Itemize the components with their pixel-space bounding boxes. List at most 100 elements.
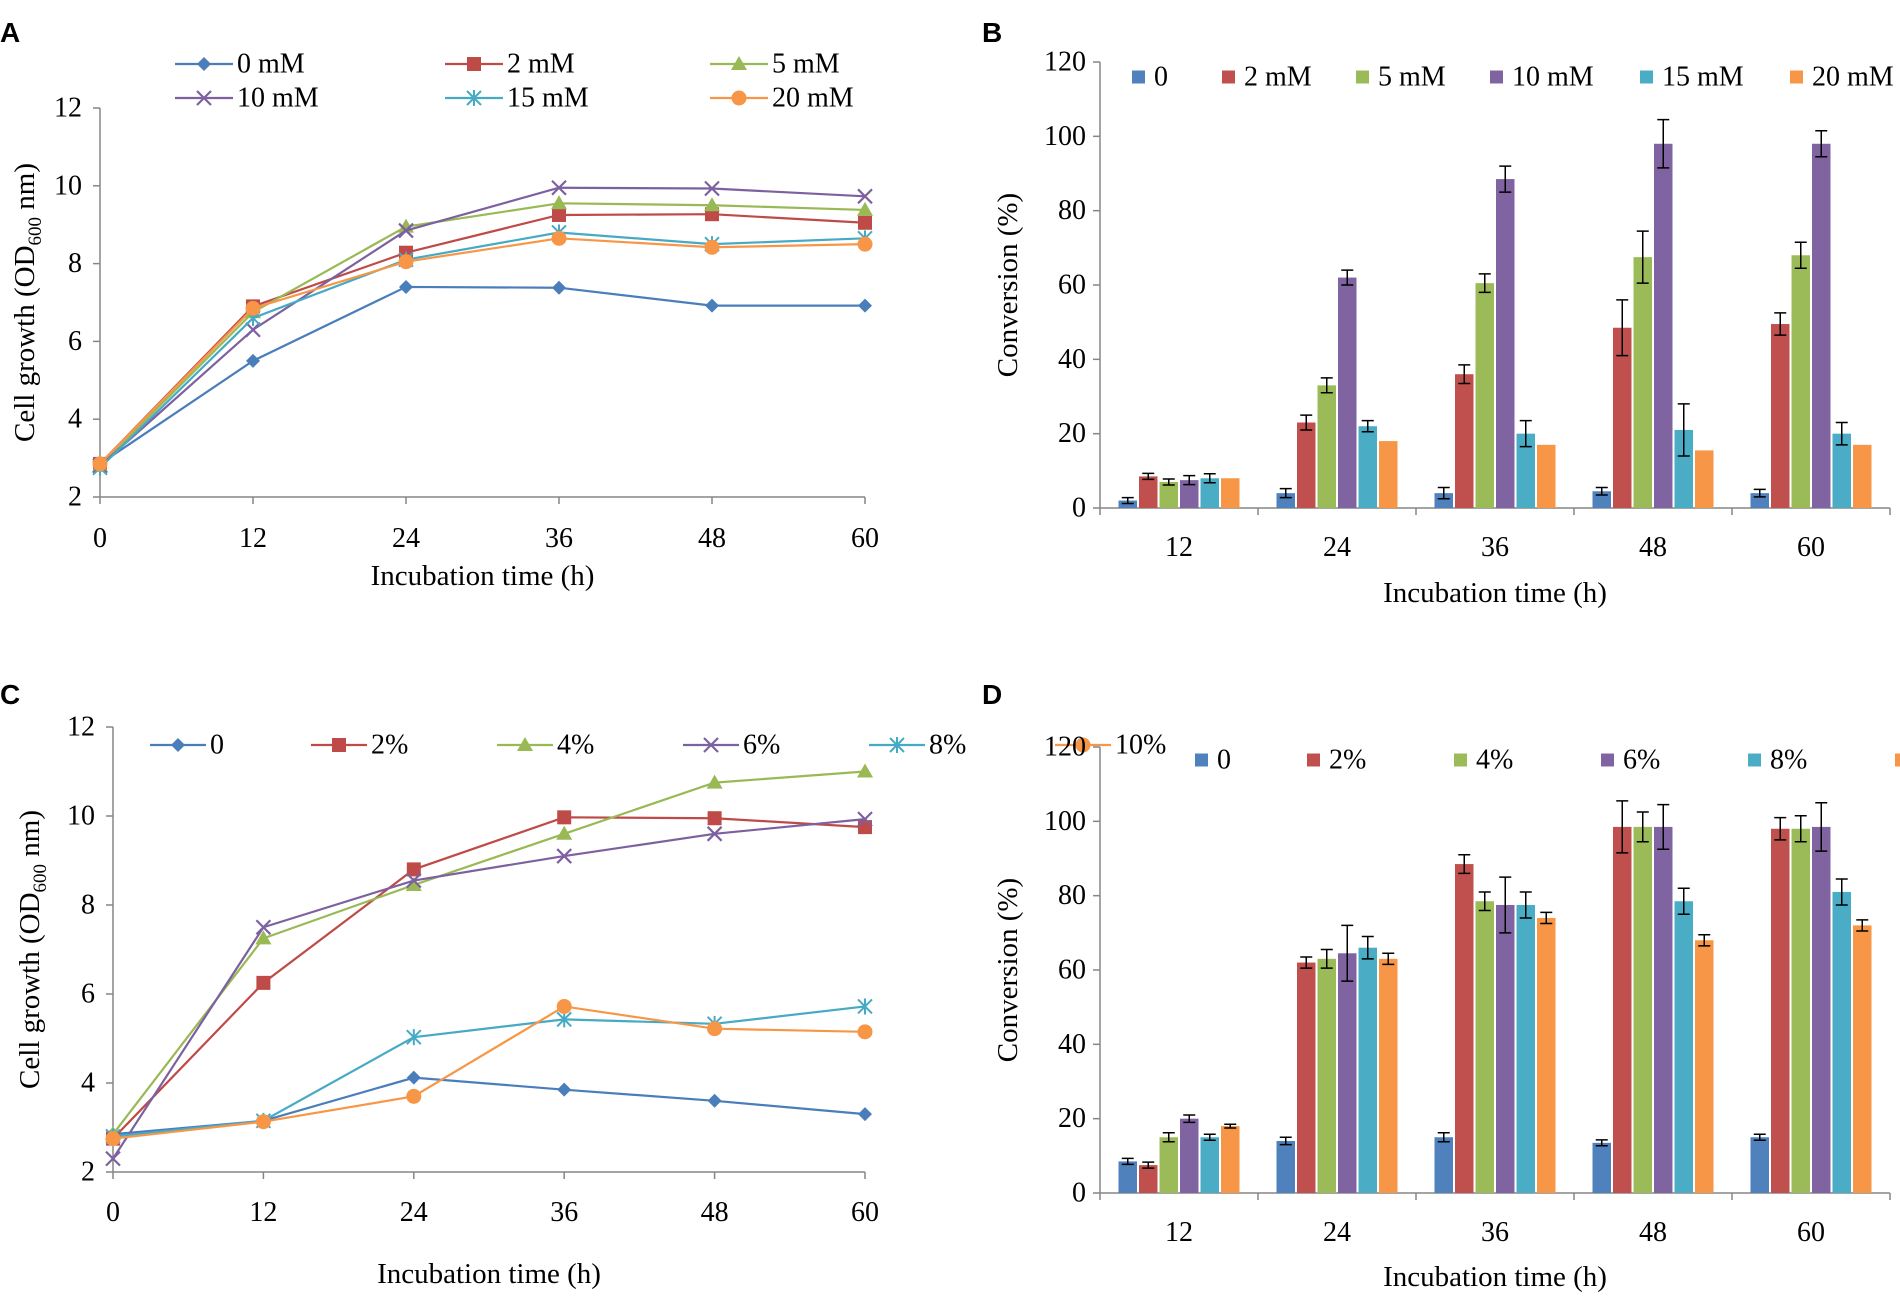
bar xyxy=(1455,864,1474,1193)
bar xyxy=(1654,826,1673,1193)
series-2 mM xyxy=(1139,299,1790,508)
legend-label: 10 mM xyxy=(1512,62,1594,93)
y-tick-label: 8 xyxy=(68,248,82,279)
error-bar xyxy=(1595,486,1608,496)
legend-label: 10% xyxy=(1115,730,1166,761)
error-bar xyxy=(1636,230,1649,284)
error-bar xyxy=(1458,854,1471,875)
legend-label: 0 mM xyxy=(237,49,305,80)
legend-label: 2 mM xyxy=(507,49,575,80)
data-point xyxy=(706,826,723,842)
error-bar xyxy=(1279,1136,1292,1146)
legend-item: 15 mM xyxy=(445,83,589,114)
data-point xyxy=(858,215,872,230)
data-point xyxy=(706,774,723,789)
data-point xyxy=(406,862,421,877)
legend-item: 6% xyxy=(1601,745,1660,776)
series-6% xyxy=(105,811,873,1167)
y-tick-label: 6 xyxy=(68,326,82,357)
bar xyxy=(1379,441,1398,508)
bar xyxy=(1338,953,1357,1193)
y-axis-label: Cell growth (OD600 nm) xyxy=(9,163,46,442)
x-tick-label: 0 xyxy=(106,1197,120,1228)
y-tick-label: 4 xyxy=(81,1068,95,1099)
series-2% xyxy=(106,810,872,1146)
error-bar xyxy=(1162,1132,1175,1143)
bar xyxy=(1358,947,1377,1193)
legend-item: 6% xyxy=(683,730,780,761)
data-point xyxy=(92,456,108,472)
data-point xyxy=(858,820,872,835)
error-bar xyxy=(1478,891,1491,912)
y-tick-label: 4 xyxy=(68,404,82,435)
bar xyxy=(1297,422,1316,508)
legend-label: 2% xyxy=(371,730,408,761)
legend-swatch xyxy=(1195,753,1208,767)
bar xyxy=(1750,1137,1769,1193)
error-bar xyxy=(1815,802,1828,852)
y-tick-label: 20 xyxy=(1058,418,1086,449)
x-tick-label: 48 xyxy=(698,523,726,554)
legend-label: 15 mM xyxy=(507,83,589,114)
data-point xyxy=(398,222,414,239)
bar xyxy=(1276,1140,1295,1193)
legend-swatch xyxy=(1222,70,1235,84)
x-tick-label: 60 xyxy=(851,523,879,554)
data-point xyxy=(406,1088,422,1104)
series-line xyxy=(112,770,866,1135)
legend-marker xyxy=(467,57,481,71)
error-bar xyxy=(1437,486,1450,500)
legend-swatch xyxy=(1640,70,1653,84)
error-bar xyxy=(1382,952,1395,966)
data-point xyxy=(556,1011,572,1028)
x-tick-label: 12 xyxy=(1165,1217,1193,1248)
bar xyxy=(1613,327,1632,508)
error-bar xyxy=(1677,403,1690,457)
bar xyxy=(1791,828,1810,1193)
error-bar xyxy=(1279,487,1292,499)
bar xyxy=(1297,962,1316,1193)
error-bar xyxy=(1499,876,1512,934)
error-bar xyxy=(1121,1157,1134,1166)
error-bar xyxy=(1320,377,1333,394)
legend-marker xyxy=(517,737,533,751)
legend-label: 8% xyxy=(1770,745,1807,776)
error-bar xyxy=(1458,364,1471,385)
bar xyxy=(1434,1137,1453,1193)
error-bar xyxy=(1616,299,1629,357)
y-tick-label: 120 xyxy=(1044,47,1086,78)
error-bar xyxy=(1121,496,1134,505)
series-line xyxy=(99,285,865,465)
series-line xyxy=(112,1005,866,1138)
x-axis-label: Incubation time (h) xyxy=(377,1258,601,1290)
bar xyxy=(1496,179,1515,508)
error-bar xyxy=(1203,1133,1216,1141)
bar xyxy=(1853,925,1872,1193)
series-line xyxy=(99,231,866,469)
series-20 mM xyxy=(1221,441,1872,508)
x-axis-label: Incubation time (h) xyxy=(1383,577,1607,609)
data-point xyxy=(857,998,873,1015)
bar xyxy=(1200,1137,1219,1193)
error-bar xyxy=(1162,478,1175,486)
error-bar xyxy=(1856,919,1869,932)
y-tick-label: 120 xyxy=(1044,732,1086,763)
legend-item: 2% xyxy=(311,730,408,761)
bar xyxy=(1496,904,1515,1193)
bar xyxy=(1159,481,1178,508)
error-bar xyxy=(1499,165,1512,193)
y-axis-label-subscript: 600 xyxy=(25,217,46,246)
y-tick-label: 80 xyxy=(1058,195,1086,226)
error-bar xyxy=(1677,887,1690,915)
data-point xyxy=(557,810,572,825)
bar xyxy=(1674,901,1693,1193)
error-bar xyxy=(1540,911,1553,925)
legend-label: 5 mM xyxy=(1378,62,1446,93)
bar xyxy=(1159,1137,1178,1193)
bar xyxy=(1853,444,1872,508)
legend-marker xyxy=(731,90,747,106)
bar xyxy=(1180,480,1199,508)
legend-item: 5 mM xyxy=(1356,62,1446,93)
x-tick-label: 48 xyxy=(1639,532,1667,563)
